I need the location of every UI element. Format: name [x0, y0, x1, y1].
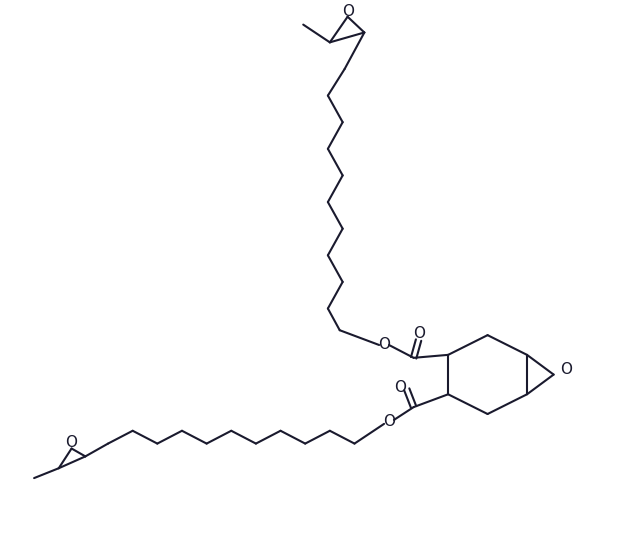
- Text: O: O: [560, 362, 573, 377]
- Text: O: O: [343, 4, 355, 19]
- Text: O: O: [66, 435, 77, 450]
- Text: O: O: [413, 326, 426, 341]
- Text: O: O: [383, 414, 395, 430]
- Text: O: O: [394, 380, 406, 395]
- Text: O: O: [378, 338, 390, 353]
